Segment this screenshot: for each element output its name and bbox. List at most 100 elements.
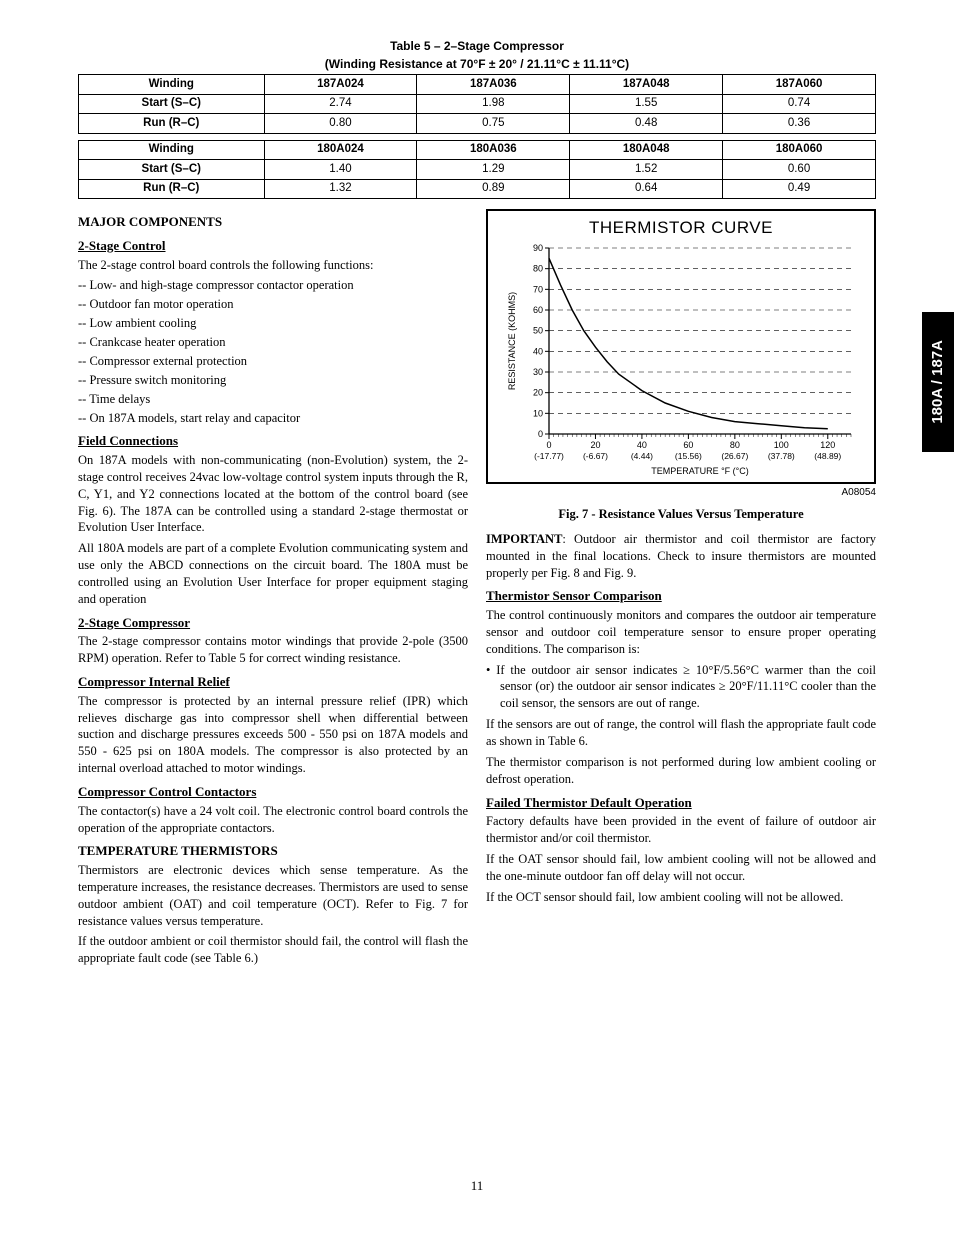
table-cell: 1.29 xyxy=(417,160,570,180)
svg-text:90: 90 xyxy=(533,243,543,253)
table-cell: 0.89 xyxy=(417,179,570,199)
thermistor-curve-chart: 01020304050607080900(-17.77)20(-6.67)40(… xyxy=(501,242,861,480)
side-tab: 180A / 187A xyxy=(922,312,954,452)
table-cell: 0.49 xyxy=(723,179,876,199)
major-components-heading: MAJOR COMPONENTS xyxy=(78,213,468,231)
right-column: THERMISTOR CURVE 01020304050607080900(-1… xyxy=(486,207,876,971)
table-header-cell: Winding xyxy=(79,140,265,160)
table-cell: 0.75 xyxy=(417,114,570,134)
table5-title-1: Table 5 – 2–Stage Compressor xyxy=(78,38,876,54)
svg-text:(15.56): (15.56) xyxy=(675,451,702,461)
svg-text:80: 80 xyxy=(730,440,740,450)
table-cell: 0.74 xyxy=(723,94,876,114)
dash-list-item: Outdoor fan motor operation xyxy=(78,296,468,313)
table-header-cell: 180A060 xyxy=(723,140,876,160)
left-column: MAJOR COMPONENTS 2-Stage Control The 2-s… xyxy=(78,207,468,971)
s5-p1: The contactor(s) have a 24 volt coil. Th… xyxy=(78,803,468,837)
table5-block-1: Winding180A024180A036180A048180A060Start… xyxy=(78,140,876,200)
table-cell: 0.60 xyxy=(723,160,876,180)
svg-text:(-17.77): (-17.77) xyxy=(534,451,564,461)
table5-block-0: Winding187A024187A036187A048187A060 Start… xyxy=(78,74,876,134)
s3-p1: The 2-stage compressor contains motor wi… xyxy=(78,633,468,667)
table-header-cell: 180A024 xyxy=(264,140,417,160)
svg-text:(48.89): (48.89) xyxy=(814,451,841,461)
table-cell: 1.98 xyxy=(417,94,570,114)
dash-list-item: Crankcase heater operation xyxy=(78,334,468,351)
svg-text:0: 0 xyxy=(538,429,543,439)
table-cell: 0.80 xyxy=(264,114,417,134)
svg-text:80: 80 xyxy=(533,264,543,274)
s6-p1: Thermistors are electronic devices which… xyxy=(78,862,468,930)
s2-p1: On 187A models with non-communicating (n… xyxy=(78,452,468,536)
page-number: 11 xyxy=(0,1177,954,1195)
table-header-cell: 187A060 xyxy=(723,75,876,95)
table-header-cell: Winding xyxy=(79,75,265,95)
table-header-cell: 180A036 xyxy=(417,140,570,160)
svg-text:30: 30 xyxy=(533,367,543,377)
svg-text:40: 40 xyxy=(533,347,543,357)
svg-text:(4.44): (4.44) xyxy=(631,451,653,461)
table-cell: 0.64 xyxy=(570,179,723,199)
table-cell: 1.52 xyxy=(570,160,723,180)
fig7-box: THERMISTOR CURVE 01020304050607080900(-1… xyxy=(486,209,876,484)
table-cell: Start (S–C) xyxy=(79,160,265,180)
svg-text:0: 0 xyxy=(546,440,551,450)
table-cell: Run (R–C) xyxy=(79,179,265,199)
important-p: IMPORTANT: Outdoor air thermistor and co… xyxy=(486,531,876,582)
s4-p1: The compressor is protected by an intern… xyxy=(78,693,468,777)
dash-list-item: Time delays xyxy=(78,391,468,408)
s1-p1: The 2-stage control board controls the f… xyxy=(78,257,468,274)
svg-text:120: 120 xyxy=(820,440,835,450)
table-cell: 0.48 xyxy=(570,114,723,134)
r-s2-p3: If the OCT sensor should fail, low ambie… xyxy=(486,889,876,906)
table-cell: Start (S–C) xyxy=(79,94,265,114)
svg-text:70: 70 xyxy=(533,285,543,295)
svg-text:10: 10 xyxy=(533,409,543,419)
s6-p2: If the outdoor ambient or coil thermisto… xyxy=(78,933,468,967)
svg-text:50: 50 xyxy=(533,326,543,336)
dash-list-item: Low ambient cooling xyxy=(78,315,468,332)
dash-list-item: Compressor external protection xyxy=(78,353,468,370)
table5-title-2: (Winding Resistance at 70°F ± 20° / 21.1… xyxy=(78,56,876,72)
svg-text:40: 40 xyxy=(637,440,647,450)
table-cell: Run (R–C) xyxy=(79,114,265,134)
table-cell: 2.74 xyxy=(264,94,417,114)
svg-text:60: 60 xyxy=(533,305,543,315)
table-cell: 1.40 xyxy=(264,160,417,180)
dash-list-item: Low- and high-stage compressor contactor… xyxy=(78,277,468,294)
svg-text:RESISTANCE (KOHMS): RESISTANCE (KOHMS) xyxy=(507,292,517,390)
dash-list-item: Pressure switch monitoring xyxy=(78,372,468,389)
svg-text:20: 20 xyxy=(533,388,543,398)
field-connections-heading: Field Connections xyxy=(78,432,468,450)
r-s2-p1: Factory defaults have been provided in t… xyxy=(486,813,876,847)
failed-thermistor-heading: Failed Thermistor Default Operation xyxy=(486,794,876,812)
table-header-cell: 187A048 xyxy=(570,75,723,95)
r-s1-p3: The thermistor comparison is not perform… xyxy=(486,754,876,788)
dash-list-item: On 187A models, start relay and capacito… xyxy=(78,410,468,427)
r-s2-p2: If the OAT sensor should fail, low ambie… xyxy=(486,851,876,885)
table-header-cell: 187A036 xyxy=(417,75,570,95)
ccc-heading: Compressor Control Contactors xyxy=(78,783,468,801)
r-s1-bullets: If the outdoor air sensor indicates ≥ 10… xyxy=(486,662,876,713)
svg-text:20: 20 xyxy=(590,440,600,450)
table-header-cell: 187A024 xyxy=(264,75,417,95)
svg-text:(37.78): (37.78) xyxy=(768,451,795,461)
s2-p2: All 180A models are part of a complete E… xyxy=(78,540,468,608)
side-tab-label: 180A / 187A xyxy=(928,340,948,424)
cir-heading: Compressor Internal Relief xyxy=(78,673,468,691)
two-stage-control-heading: 2-Stage Control xyxy=(78,237,468,255)
r-s1-p2: If the sensors are out of range, the con… xyxy=(486,716,876,750)
r-s1-b1: If the outdoor air sensor indicates ≥ 10… xyxy=(486,662,876,713)
table-cell: 1.55 xyxy=(570,94,723,114)
table-cell: 0.36 xyxy=(723,114,876,134)
table-cell: 1.32 xyxy=(264,179,417,199)
r-s1-p1: The control continuously monitors and co… xyxy=(486,607,876,658)
svg-text:(26.67): (26.67) xyxy=(721,451,748,461)
sensor-comparison-heading: Thermistor Sensor Comparison xyxy=(486,587,876,605)
two-stage-compressor-heading: 2-Stage Compressor xyxy=(78,614,468,632)
s1-list: Low- and high-stage compressor contactor… xyxy=(78,277,468,426)
fig7-id: A08054 xyxy=(486,486,876,500)
thermistors-heading: TEMPERATURE THERMISTORS xyxy=(78,842,468,860)
svg-text:60: 60 xyxy=(683,440,693,450)
fig7-caption: Fig. 7 - Resistance Values Versus Temper… xyxy=(486,506,876,523)
